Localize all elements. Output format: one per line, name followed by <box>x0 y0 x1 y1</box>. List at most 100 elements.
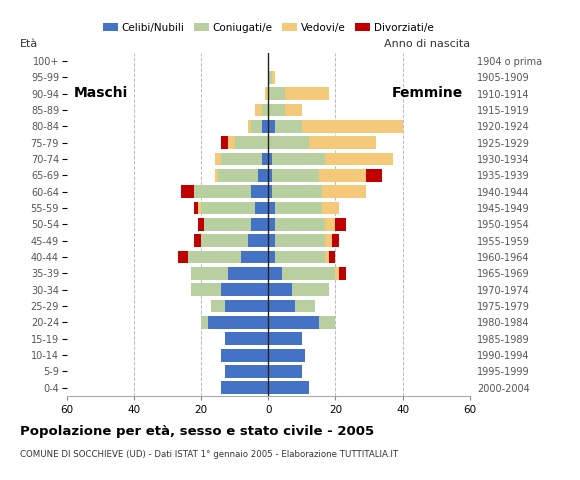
Bar <box>325 153 393 166</box>
Bar <box>268 202 275 215</box>
Bar <box>268 169 271 182</box>
Bar <box>268 365 302 378</box>
Bar <box>252 218 268 231</box>
Bar <box>268 87 285 100</box>
Bar <box>268 267 282 280</box>
Text: Popolazione per età, sesso e stato civile - 2005: Popolazione per età, sesso e stato civil… <box>20 425 375 438</box>
Bar <box>282 267 335 280</box>
Bar <box>215 153 221 166</box>
Bar <box>255 202 268 215</box>
Bar <box>268 185 271 198</box>
Bar <box>208 316 268 329</box>
Bar <box>268 120 275 132</box>
Bar <box>262 120 268 132</box>
Bar <box>194 202 198 215</box>
Bar <box>268 333 302 345</box>
Bar <box>275 120 302 132</box>
Bar <box>198 218 204 231</box>
Bar <box>268 316 318 329</box>
Bar <box>318 316 335 329</box>
Bar <box>241 251 268 264</box>
Bar <box>218 169 258 182</box>
Legend: Celibi/Nubili, Coniugati/e, Vedovi/e, Divorziati/e: Celibi/Nubili, Coniugati/e, Vedovi/e, Di… <box>99 19 438 37</box>
Bar <box>221 349 268 361</box>
Bar <box>322 202 339 215</box>
Bar <box>325 234 332 247</box>
Bar <box>201 316 208 329</box>
Bar <box>228 136 235 149</box>
Bar <box>365 169 382 182</box>
Bar <box>275 251 325 264</box>
Bar <box>275 218 325 231</box>
Text: Età: Età <box>20 39 39 48</box>
Bar <box>177 251 188 264</box>
Bar <box>181 185 194 198</box>
Bar <box>221 136 228 149</box>
Bar <box>322 185 365 198</box>
Bar <box>198 202 201 215</box>
Bar <box>255 104 262 116</box>
Bar <box>268 382 309 394</box>
Bar <box>268 153 271 166</box>
Bar <box>295 300 316 312</box>
Bar <box>339 267 346 280</box>
Bar <box>325 218 335 231</box>
Bar <box>194 234 201 247</box>
Bar <box>335 267 339 280</box>
Bar <box>201 202 255 215</box>
Bar <box>248 120 252 132</box>
Bar <box>292 283 329 296</box>
Bar <box>252 185 268 198</box>
Bar <box>335 218 346 231</box>
Bar <box>224 333 268 345</box>
Bar <box>268 349 305 361</box>
Bar <box>275 234 325 247</box>
Bar <box>262 153 268 166</box>
Bar <box>228 267 268 280</box>
Bar <box>285 87 329 100</box>
Bar <box>221 382 268 394</box>
Bar <box>248 234 268 247</box>
Bar <box>224 300 268 312</box>
Bar <box>268 218 275 231</box>
Bar <box>268 104 285 116</box>
Bar <box>221 283 268 296</box>
Bar <box>268 300 295 312</box>
Bar <box>194 185 252 198</box>
Bar <box>268 283 292 296</box>
Bar <box>271 71 275 84</box>
Bar <box>258 169 268 182</box>
Bar <box>191 267 228 280</box>
Bar <box>268 234 275 247</box>
Bar <box>188 251 241 264</box>
Bar <box>224 365 268 378</box>
Bar <box>329 251 335 264</box>
Bar <box>252 120 262 132</box>
Text: Anno di nascita: Anno di nascita <box>384 39 470 48</box>
Bar <box>191 283 221 296</box>
Bar <box>262 104 268 116</box>
Bar <box>265 87 268 100</box>
Text: Maschi: Maschi <box>74 86 128 100</box>
Bar <box>271 153 325 166</box>
Bar <box>211 300 224 312</box>
Bar <box>302 120 403 132</box>
Text: Femmine: Femmine <box>392 86 463 100</box>
Bar <box>268 136 309 149</box>
Bar <box>201 234 248 247</box>
Bar <box>204 218 252 231</box>
Bar <box>271 169 318 182</box>
Bar <box>275 202 322 215</box>
Bar <box>309 136 376 149</box>
Bar <box>285 104 302 116</box>
Bar <box>325 251 329 264</box>
Bar <box>332 234 339 247</box>
Bar <box>221 153 262 166</box>
Bar <box>215 169 218 182</box>
Bar <box>268 251 275 264</box>
Text: COMUNE DI SOCCHIEVE (UD) - Dati ISTAT 1° gennaio 2005 - Elaborazione TUTTITALIA.: COMUNE DI SOCCHIEVE (UD) - Dati ISTAT 1°… <box>20 450 398 459</box>
Bar <box>318 169 365 182</box>
Bar <box>268 71 271 84</box>
Bar <box>235 136 268 149</box>
Bar <box>271 185 322 198</box>
